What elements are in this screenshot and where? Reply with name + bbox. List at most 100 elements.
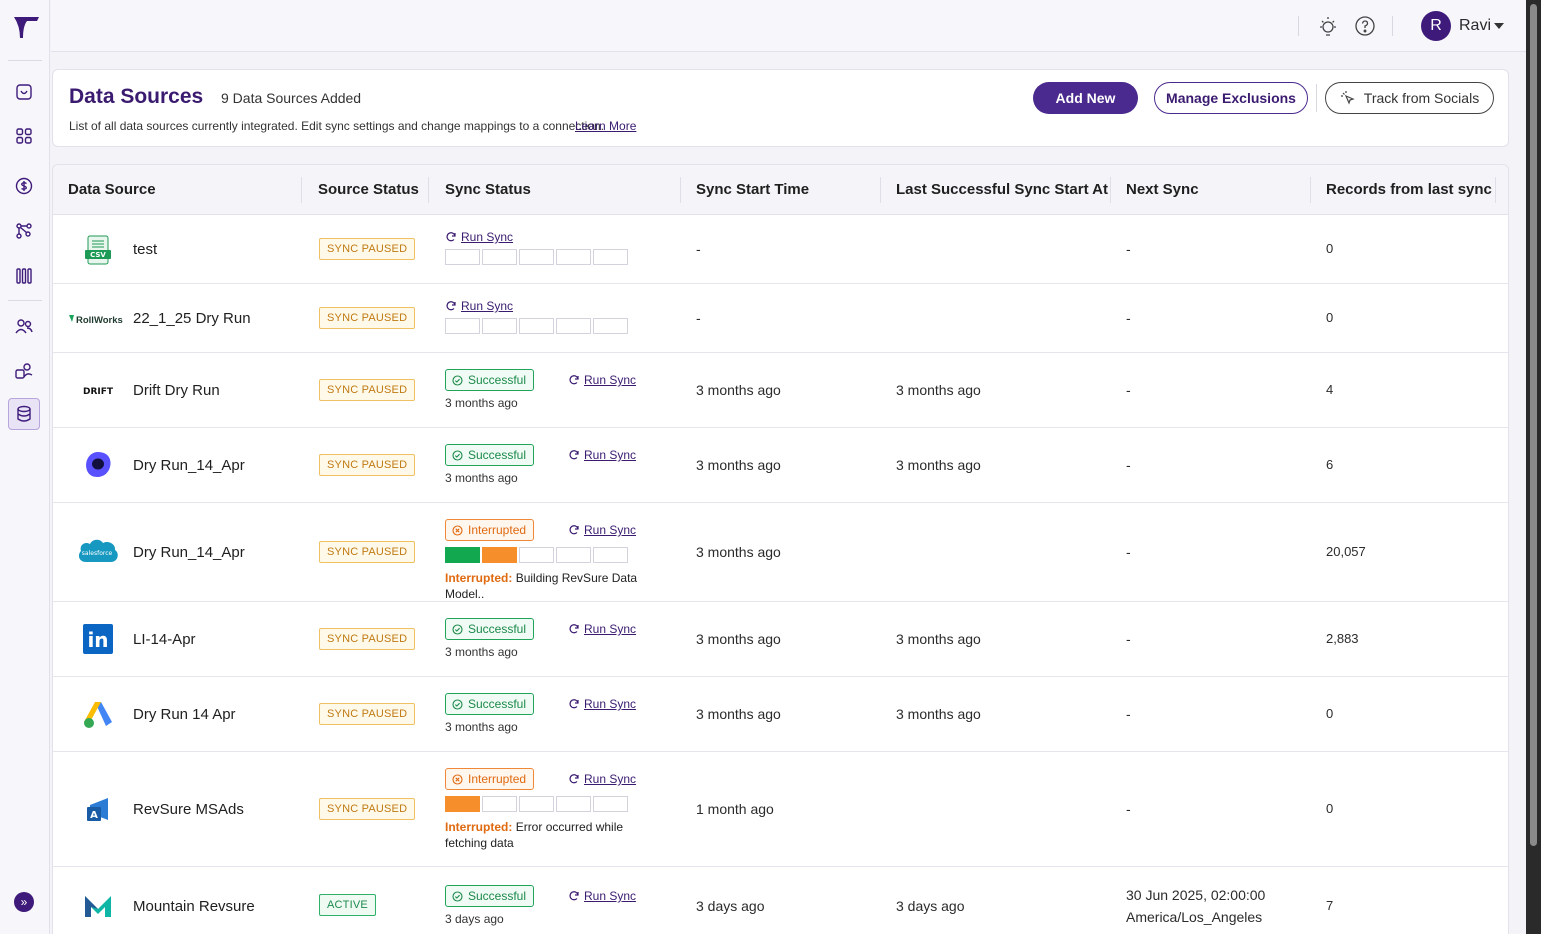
nav-data-sources-icon[interactable] <box>8 398 40 430</box>
top-bar: R Ravi <box>51 0 1526 52</box>
avatar[interactable]: R <box>1421 11 1451 41</box>
data-source-name[interactable]: LI-14-Apr <box>133 631 196 648</box>
refresh-icon <box>446 232 456 242</box>
column-header[interactable]: Sync Status <box>445 181 531 198</box>
records-count: 6 <box>1326 457 1334 472</box>
column-divider[interactable] <box>880 177 881 203</box>
status-badge: SYNC PAUSED <box>319 798 416 820</box>
alert-circle-icon <box>452 524 463 536</box>
table-row[interactable]: Mountain Revsure ACTIVE Successful 3 day… <box>53 867 1508 934</box>
sync-progress <box>445 318 628 334</box>
nav-dashboard-icon[interactable] <box>8 120 40 152</box>
records-count: 7 <box>1326 898 1334 913</box>
refresh-icon <box>569 774 579 784</box>
sync-progress <box>445 547 628 563</box>
learn-more-link[interactable]: Learn More <box>575 119 637 133</box>
column-divider[interactable] <box>1495 177 1496 203</box>
nav-home-icon[interactable] <box>8 76 40 108</box>
column-header[interactable]: Next Sync <box>1126 181 1199 198</box>
column-divider[interactable] <box>1310 177 1311 203</box>
rail-divider <box>8 60 42 61</box>
table-row[interactable]: DRIFT Drift Dry Run SYNC PAUSED Successf… <box>53 353 1508 428</box>
last-successful-sync: 3 months ago <box>896 631 981 647</box>
header-divider <box>1316 84 1317 112</box>
csv-icon: CSV <box>75 227 121 273</box>
msads-logo: A <box>75 786 121 832</box>
data-source-name[interactable]: Dry Run_14_Apr <box>133 457 245 474</box>
table-row[interactable]: Dry Run_14_Apr SYNC PAUSED Successful 3 … <box>53 428 1508 503</box>
page-title: Data Sources <box>69 85 204 108</box>
column-divider[interactable] <box>428 177 429 203</box>
sync-time-ago: 3 months ago <box>445 645 518 659</box>
scrollbar-thumb[interactable] <box>1530 4 1537 846</box>
column-header[interactable]: Data Source <box>68 181 156 198</box>
table-header: Data Source Source Status Sync Status Sy… <box>53 165 1508 215</box>
check-circle-icon <box>452 449 463 461</box>
expand-sidebar-button[interactable]: » <box>14 892 34 912</box>
data-source-name[interactable]: Drift Dry Run <box>133 382 220 399</box>
sync-status-pill: Successful <box>445 885 535 907</box>
next-sync: - <box>1126 457 1131 473</box>
help-icon[interactable] <box>1353 14 1377 38</box>
column-header[interactable]: Last Successful Sync Start At <box>896 181 1109 198</box>
theme-toggle-icon[interactable] <box>1316 14 1340 38</box>
left-nav-rail: » <box>0 0 50 934</box>
mountain-logo <box>75 883 121 929</box>
sync-start-time: 3 months ago <box>696 457 781 473</box>
sync-status-pill: Successful <box>445 369 535 391</box>
nav-accounts-icon[interactable] <box>8 355 40 387</box>
run-sync-link[interactable]: Run Sync <box>568 448 636 462</box>
next-sync: - <box>1126 310 1131 326</box>
table-row[interactable]: CSV test SYNC PAUSED Run Sync - - 0 <box>53 215 1508 284</box>
next-sync: - <box>1126 801 1131 817</box>
status-badge: SYNC PAUSED <box>319 703 416 725</box>
chevron-down-icon[interactable] <box>1494 23 1504 29</box>
column-divider[interactable] <box>301 177 302 203</box>
next-sync: - <box>1126 382 1131 398</box>
column-divider[interactable] <box>680 177 681 203</box>
run-sync-link[interactable]: Run Sync <box>568 373 636 387</box>
manage-exclusions-button[interactable]: Manage Exclusions <box>1154 82 1308 114</box>
column-header[interactable]: Records from last sync <box>1326 181 1492 198</box>
username[interactable]: Ravi <box>1459 17 1492 34</box>
svg-text:RollWorks: RollWorks <box>76 315 123 326</box>
cursor-click-icon <box>1340 91 1355 105</box>
column-header[interactable]: Source Status <box>318 181 419 198</box>
outreach-logo <box>75 442 121 488</box>
nav-revenue-icon[interactable] <box>8 170 40 202</box>
sync-status-pill: Successful <box>445 618 535 640</box>
status-badge: SYNC PAUSED <box>319 628 416 650</box>
add-new-button[interactable]: Add New <box>1033 82 1138 114</box>
nav-users-icon[interactable] <box>8 310 40 342</box>
data-source-name[interactable]: Dry Run_14_Apr <box>133 544 245 561</box>
data-source-name[interactable]: Dry Run 14 Apr <box>133 706 236 723</box>
run-sync-link[interactable]: Run Sync <box>568 772 636 786</box>
column-divider[interactable] <box>1110 177 1111 203</box>
data-source-name[interactable]: 22_1_25 Dry Run <box>133 310 251 327</box>
run-sync-link[interactable]: Run Sync <box>568 889 636 903</box>
sync-time-ago: 3 months ago <box>445 471 518 485</box>
run-sync-link[interactable]: Run Sync <box>568 523 636 537</box>
interrupt-message: Interrupted: Error occurred while fetchi… <box>445 820 624 850</box>
data-source-name[interactable]: RevSure MSAds <box>133 801 244 818</box>
track-from-socials-button[interactable]: Track from Socials <box>1325 82 1494 114</box>
table-row[interactable]: salesforce Dry Run_14_Apr SYNC PAUSED In… <box>53 503 1508 602</box>
run-sync-link[interactable]: Run Sync <box>445 230 513 244</box>
data-source-name[interactable]: test <box>133 241 158 258</box>
run-sync-link[interactable]: Run Sync <box>568 622 636 636</box>
app-logo[interactable] <box>11 12 41 42</box>
data-source-name[interactable]: Mountain Revsure <box>133 898 255 915</box>
nav-reports-icon[interactable] <box>8 260 40 292</box>
run-sync-link[interactable]: Run Sync <box>568 697 636 711</box>
table-row[interactable]: in LI-14-Apr SYNC PAUSED Successful 3 mo… <box>53 602 1508 677</box>
table-row[interactable]: RollWorks 22_1_25 Dry Run SYNC PAUSED Ru… <box>53 284 1508 353</box>
table-row[interactable]: A RevSure MSAds SYNC PAUSED Interrupted … <box>53 752 1508 867</box>
table-row[interactable]: Dry Run 14 Apr SYNC PAUSED Successful 3 … <box>53 677 1508 752</box>
nav-journey-icon[interactable] <box>8 215 40 247</box>
column-header[interactable]: Sync Start Time <box>696 181 810 198</box>
run-sync-link[interactable]: Run Sync <box>445 299 513 313</box>
records-count: 2,883 <box>1326 631 1359 646</box>
refresh-icon <box>569 375 579 385</box>
page-scrollbar[interactable] <box>1526 0 1541 934</box>
status-badge: SYNC PAUSED <box>319 541 416 563</box>
